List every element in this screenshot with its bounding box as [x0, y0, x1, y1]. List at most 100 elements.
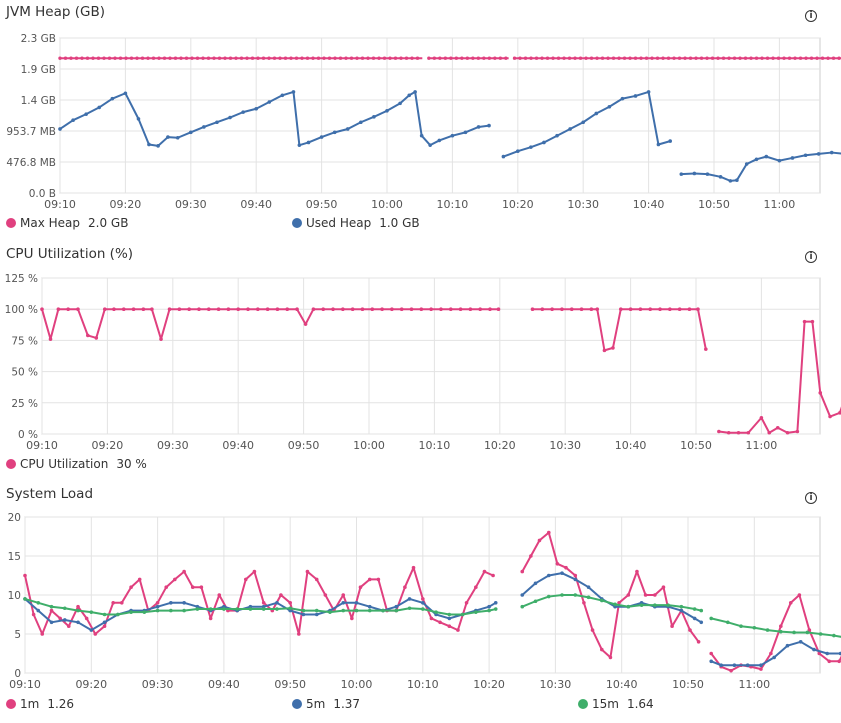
cpu-point[interactable]	[206, 307, 211, 311]
heap-point[interactable]	[147, 142, 151, 147]
load-point[interactable]	[40, 632, 45, 636]
cpu-point[interactable]	[638, 307, 643, 311]
heap-point[interactable]	[74, 56, 79, 60]
load-point[interactable]	[696, 640, 701, 644]
load-point[interactable]	[62, 618, 67, 622]
cpu-point[interactable]	[668, 307, 672, 311]
load-point[interactable]	[582, 601, 586, 605]
heap-point[interactable]	[831, 56, 836, 60]
load-point[interactable]	[403, 585, 407, 589]
cpu-point[interactable]	[256, 307, 260, 311]
heap-point[interactable]	[650, 56, 654, 60]
load-point[interactable]	[759, 663, 763, 667]
heap-point[interactable]	[837, 56, 841, 60]
load-point[interactable]	[66, 624, 71, 628]
load-point[interactable]	[394, 608, 399, 613]
heap-point[interactable]	[410, 56, 414, 60]
cpu-point[interactable]	[488, 307, 492, 311]
load-point[interactable]	[129, 610, 133, 614]
load-point[interactable]	[792, 630, 796, 635]
heap-point[interactable]	[102, 56, 106, 60]
heap-point[interactable]	[239, 56, 244, 60]
load-point[interactable]	[812, 647, 816, 652]
cpu-point[interactable]	[618, 307, 623, 311]
heap-point[interactable]	[743, 56, 748, 60]
load-point[interactable]	[759, 667, 763, 671]
cpu-point[interactable]	[717, 429, 721, 434]
heap-point[interactable]	[107, 56, 112, 60]
load-point[interactable]	[102, 620, 107, 625]
legend-used-heap[interactable]: Used Heap 1.0 GB	[292, 216, 420, 230]
cpu-point[interactable]	[687, 307, 692, 311]
heap-point[interactable]	[156, 144, 160, 148]
heap-point[interactable]	[487, 123, 491, 128]
load-point[interactable]	[546, 594, 551, 599]
load-point[interactable]	[679, 604, 684, 609]
load-point[interactable]	[699, 608, 704, 613]
heap-point[interactable]	[449, 56, 453, 60]
load-point[interactable]	[394, 604, 399, 609]
heap-point[interactable]	[80, 56, 84, 60]
cpu-point[interactable]	[311, 307, 316, 311]
cpu-point[interactable]	[409, 307, 414, 311]
legend-15m[interactable]: 15m 1.64	[578, 697, 654, 711]
heap-point[interactable]	[699, 56, 704, 60]
heap-point[interactable]	[754, 56, 759, 60]
heap-point[interactable]	[355, 56, 359, 60]
heap-point[interactable]	[306, 140, 311, 145]
heap-point[interactable]	[398, 101, 402, 106]
load-point[interactable]	[341, 601, 346, 605]
heap-point[interactable]	[694, 56, 698, 60]
load-point[interactable]	[354, 601, 359, 605]
heap-point[interactable]	[776, 56, 781, 60]
heap-point[interactable]	[311, 56, 315, 60]
heap-point[interactable]	[562, 56, 566, 60]
heap-point[interactable]	[540, 56, 544, 60]
load-point[interactable]	[208, 607, 213, 611]
load-point[interactable]	[679, 608, 684, 613]
cpu-point[interactable]	[726, 430, 731, 435]
load-point[interactable]	[709, 659, 714, 664]
heap-point[interactable]	[573, 56, 577, 60]
heap-point[interactable]	[190, 56, 194, 60]
load-point[interactable]	[305, 569, 310, 574]
heap-point[interactable]	[438, 56, 442, 60]
cpu-point[interactable]	[478, 307, 482, 311]
cpu-info-icon[interactable]: i	[805, 251, 817, 263]
heap-point[interactable]	[790, 156, 795, 160]
load-info-icon[interactable]: i	[805, 492, 817, 504]
heap-point[interactable]	[705, 56, 709, 60]
load-point[interactable]	[76, 608, 80, 613]
heap-point[interactable]	[765, 56, 770, 60]
heap-point[interactable]	[415, 56, 420, 60]
load-point[interactable]	[586, 595, 591, 600]
cpu-point[interactable]	[648, 307, 653, 311]
cpu-point[interactable]	[767, 430, 772, 435]
load-point[interactable]	[805, 630, 810, 635]
cpu-point[interactable]	[628, 307, 633, 311]
load-point[interactable]	[314, 577, 319, 582]
load-point[interactable]	[520, 604, 525, 609]
heap-point[interactable]	[168, 56, 172, 60]
heap-point[interactable]	[672, 56, 676, 60]
cpu-point[interactable]	[295, 307, 299, 311]
load-point[interactable]	[217, 593, 222, 597]
load-point[interactable]	[381, 608, 385, 613]
heap-point[interactable]	[545, 56, 550, 60]
heap-point[interactable]	[136, 117, 141, 121]
heap-point[interactable]	[245, 56, 249, 60]
cpu-point[interactable]	[390, 307, 394, 311]
load-point[interactable]	[533, 581, 538, 586]
cpu-point[interactable]	[236, 307, 240, 311]
heap-point[interactable]	[316, 56, 321, 60]
load-point[interactable]	[555, 562, 560, 566]
heap-point[interactable]	[749, 56, 753, 60]
load-point[interactable]	[297, 632, 301, 636]
heap-point[interactable]	[728, 179, 733, 183]
heap-point[interactable]	[460, 56, 464, 60]
cpu-point[interactable]	[187, 307, 191, 311]
load-point[interactable]	[182, 569, 186, 574]
load-point[interactable]	[487, 608, 491, 613]
cpu-point[interactable]	[56, 307, 61, 311]
load-point[interactable]	[537, 538, 542, 543]
